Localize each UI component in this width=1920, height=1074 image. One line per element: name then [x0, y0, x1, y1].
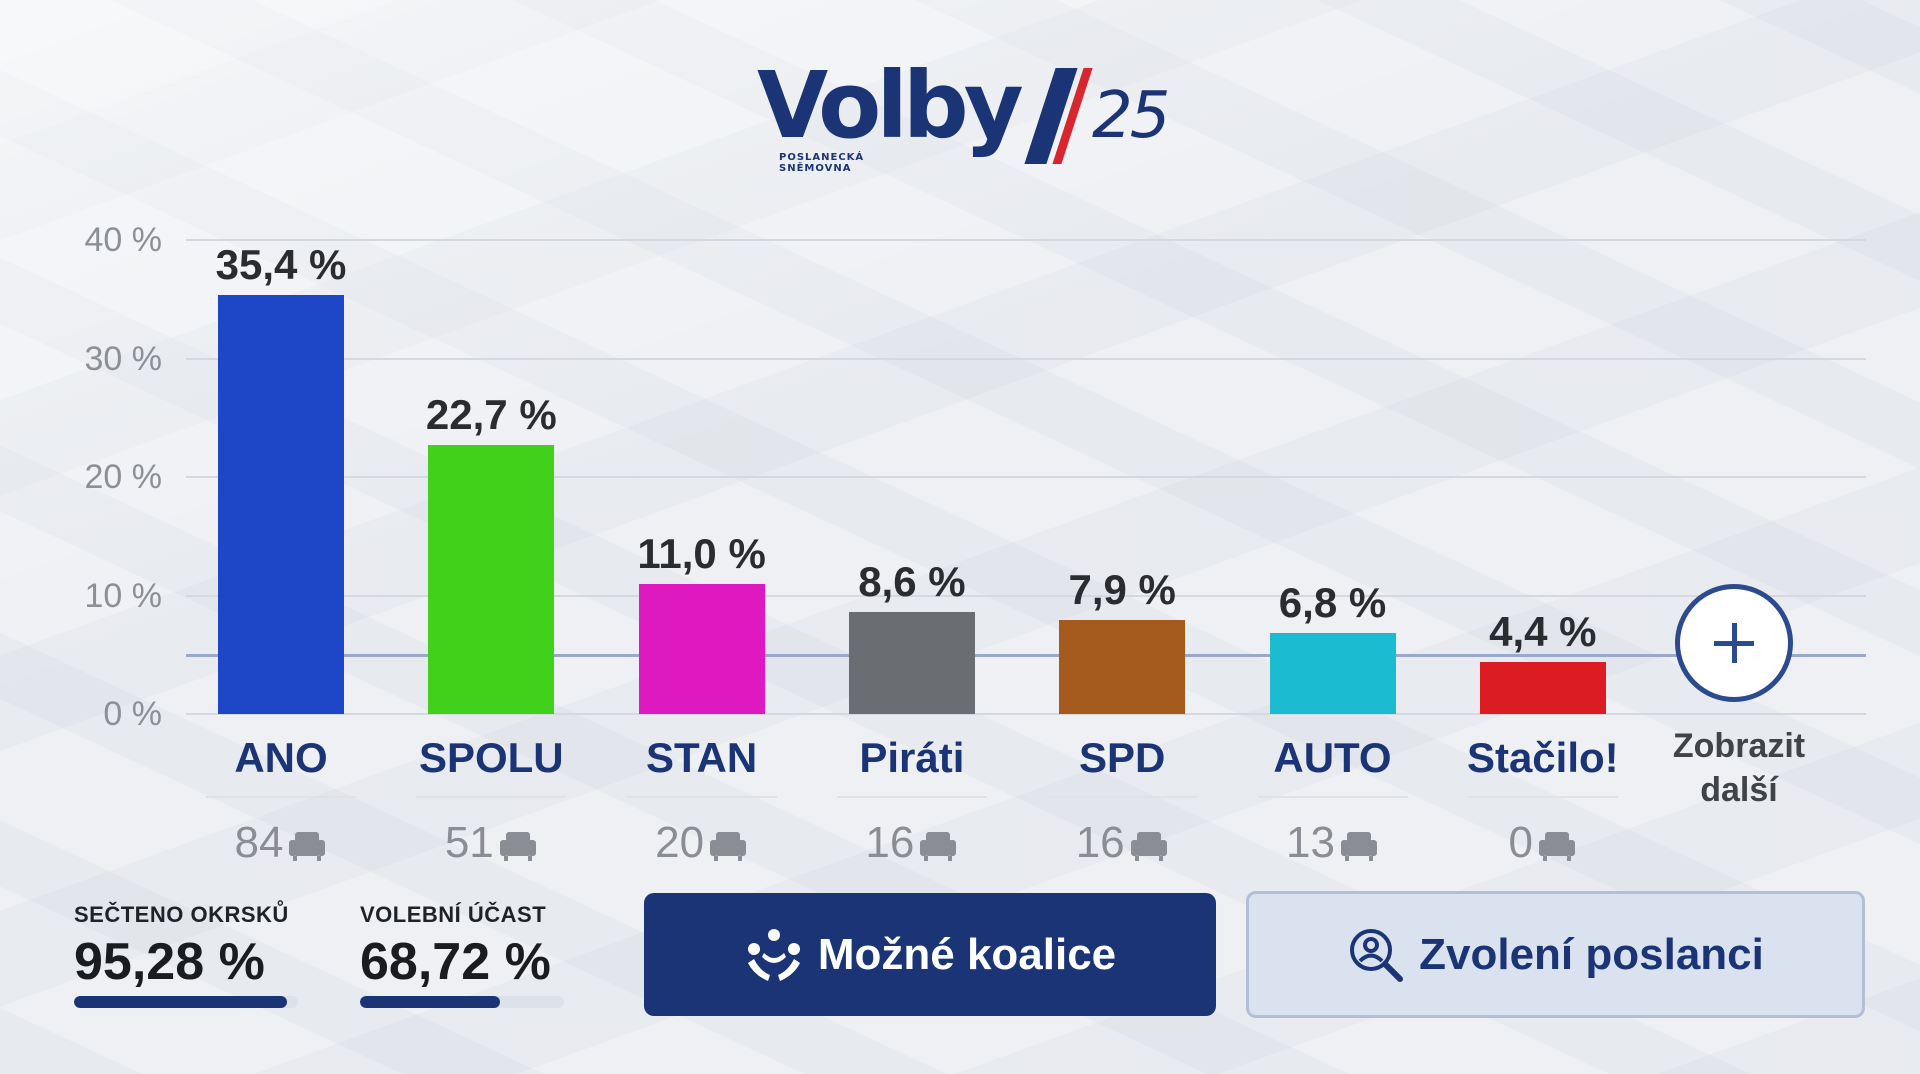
seat-count-value: 16: [1075, 818, 1125, 867]
bar-value-label: 35,4 %: [215, 240, 347, 288]
seat-count: 20: [592, 818, 812, 868]
person-search-icon: [1350, 928, 1404, 982]
seat-count: 16: [1012, 818, 1232, 868]
y-tick-label: 0 %: [103, 695, 162, 733]
bar-ano[interactable]: [218, 294, 344, 714]
seat-count: 51: [381, 818, 601, 868]
elected-deputies-button[interactable]: Zvolení poslanci: [1246, 891, 1865, 1018]
logo-number: 25: [1092, 79, 1170, 153]
seat-count-value: 51: [444, 818, 494, 867]
turnout-progress-fill: [360, 996, 501, 1008]
gridline: [186, 594, 1866, 597]
party-label[interactable]: SPOLU: [418, 734, 564, 781]
turnout-label: VOLEBNÍ ÚČAST: [360, 902, 547, 927]
y-tick-label: 40 %: [84, 221, 163, 259]
counted-label: SEČTENO OKRSKŮ: [74, 902, 289, 927]
party-label[interactable]: STAN: [645, 734, 758, 781]
threshold-line: [186, 653, 1866, 657]
bar-spolu[interactable]: [428, 445, 555, 714]
party-separator: [416, 796, 567, 798]
seat-count-value: 0: [1508, 818, 1534, 867]
party-separator: [626, 796, 777, 798]
seat-count-value: 13: [1286, 818, 1335, 867]
bar-pirti[interactable]: [848, 612, 975, 714]
plus-icon-vertical: [1732, 623, 1737, 663]
seat-icon: [920, 832, 957, 862]
party-separator: [1257, 796, 1408, 798]
bar-auto[interactable]: [1269, 633, 1396, 714]
seat-count-value: 16: [865, 818, 915, 867]
party-label[interactable]: SPD: [1079, 734, 1166, 781]
show-more-line1: Zobrazit: [1672, 727, 1806, 765]
seat-count-value: 20: [655, 818, 705, 867]
gridline: [186, 357, 1866, 360]
bar-stan[interactable]: [638, 583, 765, 714]
seat-count: 13: [1223, 818, 1443, 868]
logo-subtitle: POSLANECKÁ SNĚMOVNA: [779, 152, 865, 174]
seat-count-value: 84: [234, 818, 284, 867]
gridline: [186, 713, 1866, 715]
bar-value-label: 7,9 %: [1068, 566, 1176, 614]
seat-count: 16: [802, 818, 1022, 868]
seat-icon: [289, 832, 326, 862]
show-more-line2: další: [1700, 771, 1778, 809]
y-tick-label: 30 %: [84, 339, 163, 378]
bar-value-label: 11,0 %: [637, 529, 766, 577]
party-label[interactable]: Stačilo!: [1466, 734, 1619, 781]
seat-count: 0: [1433, 818, 1653, 868]
counted-progress: [74, 996, 298, 1008]
possible-coalitions-button[interactable]: Možné koalice: [644, 893, 1216, 1016]
seat-icon: [710, 832, 747, 862]
seat-icon: [1130, 832, 1167, 862]
turnout-progress: [360, 996, 564, 1008]
bar-stailo[interactable]: [1479, 661, 1606, 714]
logo-word: Volby: [757, 52, 1024, 159]
party-separator: [1047, 796, 1198, 798]
bar-spd[interactable]: [1059, 620, 1186, 714]
party-label[interactable]: Piráti: [859, 734, 965, 781]
counted-value: 95,28 %: [74, 933, 265, 991]
gridline: [186, 476, 1866, 478]
bar-value-label: 22,7 %: [425, 391, 557, 438]
party-label[interactable]: AUTO: [1273, 734, 1392, 781]
seat-icon: [499, 832, 536, 862]
show-more-label[interactable]: Zobrazit další: [1634, 724, 1844, 812]
seat-count: 84: [171, 818, 391, 868]
party-separator: [206, 796, 356, 798]
bar-value-label: 8,6 %: [858, 558, 966, 606]
y-tick-label: 20 %: [84, 458, 163, 496]
party-separator: [836, 796, 987, 798]
y-tick-label: 10 %: [84, 576, 163, 615]
possible-coalitions-label: Možné koalice: [817, 929, 1117, 979]
seat-icon: [1340, 832, 1377, 862]
party-separator: [1467, 796, 1618, 798]
coalition-icon: [747, 928, 800, 981]
counted-progress-fill: [74, 996, 288, 1008]
show-more-button[interactable]: [1675, 584, 1793, 702]
gridline: [186, 239, 1866, 241]
party-label[interactable]: ANO: [234, 734, 328, 781]
bar-value-label: 6,8 %: [1278, 579, 1387, 627]
turnout-value: 68,72 %: [360, 933, 551, 991]
bar-value-label: 4,4 %: [1489, 607, 1597, 655]
elected-deputies-label: Zvolení poslanci: [1419, 929, 1764, 979]
seat-icon: [1539, 832, 1576, 862]
